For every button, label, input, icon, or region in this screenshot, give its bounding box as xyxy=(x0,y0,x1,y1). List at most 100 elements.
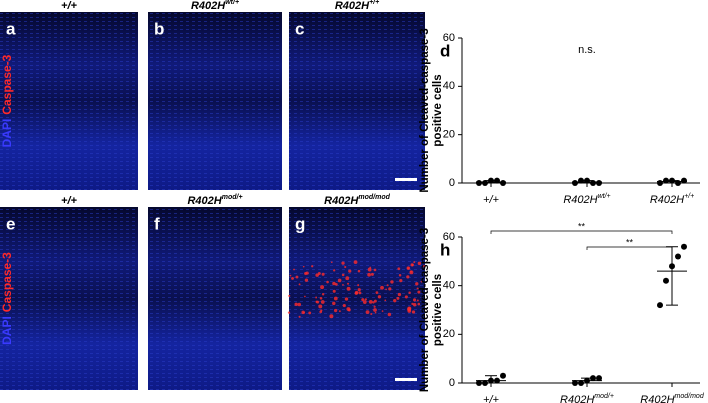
label-base: R402H xyxy=(187,195,222,207)
data-point xyxy=(596,375,602,382)
caspase-signal xyxy=(397,267,401,271)
caspase-signal xyxy=(417,261,422,266)
data-point xyxy=(476,180,482,186)
caspase-signal xyxy=(315,273,319,277)
caspase-signal xyxy=(353,260,358,265)
data-point xyxy=(494,377,500,384)
label-superscript: wt/+ xyxy=(598,193,611,200)
caspase-signal xyxy=(344,265,347,269)
label-base: R402H xyxy=(650,194,684,206)
data-point xyxy=(578,177,584,184)
caspase-signal xyxy=(357,288,361,292)
caspase-signal xyxy=(388,287,392,291)
caspase-signal xyxy=(412,303,417,307)
caspase-signal xyxy=(342,303,346,308)
chart-letter: d xyxy=(440,41,450,60)
data-point xyxy=(663,277,669,284)
x-tick-label: +/+ xyxy=(483,394,499,403)
caspase-signal xyxy=(393,298,397,303)
caspase-signal xyxy=(304,272,308,276)
caspase-signal xyxy=(329,314,334,319)
caspase-signal xyxy=(293,268,295,271)
caspase-signal xyxy=(373,268,377,272)
label-base: R402H xyxy=(191,0,226,12)
label-superscript: mod/+ xyxy=(222,194,243,201)
caspase-signal xyxy=(385,288,387,291)
caspase-signal xyxy=(422,264,426,268)
significance-bracket xyxy=(586,246,673,250)
caspase-signal xyxy=(342,284,344,286)
caspase-signal xyxy=(311,265,314,268)
data-point xyxy=(657,302,663,309)
caspase-signal xyxy=(301,310,305,315)
panel-label: R402Hwt/+ xyxy=(191,0,239,12)
annotation: n.s. xyxy=(578,44,596,56)
data-point xyxy=(578,380,584,386)
caspase-signal xyxy=(294,302,298,306)
data-point xyxy=(681,243,687,250)
y-axis-label-line: Number of Cleaved-caspase-3 xyxy=(419,28,431,192)
micrograph-texture xyxy=(0,207,138,390)
micrograph-texture xyxy=(289,12,425,190)
caspase-signal xyxy=(321,293,325,296)
caspase-signal xyxy=(346,286,351,291)
y-tick-label: 20 xyxy=(443,129,455,141)
caspase-signal xyxy=(373,305,376,308)
caspase-signal xyxy=(357,269,361,273)
label-superscript: +/+ xyxy=(369,0,379,6)
panel-letter: b xyxy=(154,19,164,38)
caspase-signal xyxy=(367,272,371,277)
data-point xyxy=(675,253,681,260)
x-tick-label: R402Hmod/+ xyxy=(560,393,614,403)
label-base: R402H xyxy=(563,194,597,206)
caspase-signal xyxy=(332,289,336,293)
x-tick-label: +/+ xyxy=(483,194,499,206)
stain-dapi: DAPI xyxy=(0,316,14,345)
panel-label: +/+ xyxy=(61,195,77,207)
caspase-signal xyxy=(333,296,338,301)
caspase-signal xyxy=(420,280,423,283)
caspase-signal xyxy=(384,299,387,302)
panel-label: R402H+/+ xyxy=(335,0,379,12)
caspase-signal xyxy=(298,315,301,318)
caspase-signal xyxy=(370,312,373,316)
caspase-signal xyxy=(362,300,367,304)
caspase-signal xyxy=(354,291,358,295)
caspase-signal xyxy=(410,263,414,267)
y-tick-label: 60 xyxy=(443,32,455,44)
data-point xyxy=(476,380,482,386)
caspase-signal xyxy=(386,284,389,287)
data-point xyxy=(482,380,488,386)
y-tick-label: 60 xyxy=(443,231,455,243)
caspase-signal xyxy=(338,310,341,313)
caspase-signal xyxy=(406,275,410,279)
y-axis-label: Number of Cleaved-caspase-3positive cell… xyxy=(419,228,444,392)
stain-label: DAPI Caspase-3 xyxy=(0,252,14,345)
x-tick-label: R402Hwt/+ xyxy=(563,193,610,206)
caspase-signal xyxy=(380,285,384,290)
panel-letter: c xyxy=(295,19,304,38)
data-point xyxy=(675,180,681,186)
label-base: +/+ xyxy=(483,394,499,403)
caspase-signal xyxy=(319,296,323,300)
caspase-signal xyxy=(320,300,325,304)
caspase-signal xyxy=(364,298,367,301)
panel-label: R402Hmod/mod xyxy=(324,194,390,207)
caspase-signal xyxy=(408,291,411,294)
caspase-signal xyxy=(407,306,412,311)
y-tick-label: 0 xyxy=(449,377,455,389)
label-base: +/+ xyxy=(61,0,77,12)
caspase-signal xyxy=(332,301,336,306)
caspase-signal xyxy=(375,291,379,294)
y-tick-label: 0 xyxy=(449,177,455,189)
caspase-signal xyxy=(333,308,338,313)
caspase-signal xyxy=(304,278,309,282)
caspase-signal xyxy=(337,278,342,283)
panel-letter: f xyxy=(154,214,160,233)
data-point xyxy=(590,180,596,186)
caspase-signal xyxy=(302,265,305,268)
caspase-signal xyxy=(415,282,419,286)
data-point xyxy=(657,180,663,186)
label-base: +/+ xyxy=(483,194,499,206)
caspase-signal xyxy=(333,269,336,272)
